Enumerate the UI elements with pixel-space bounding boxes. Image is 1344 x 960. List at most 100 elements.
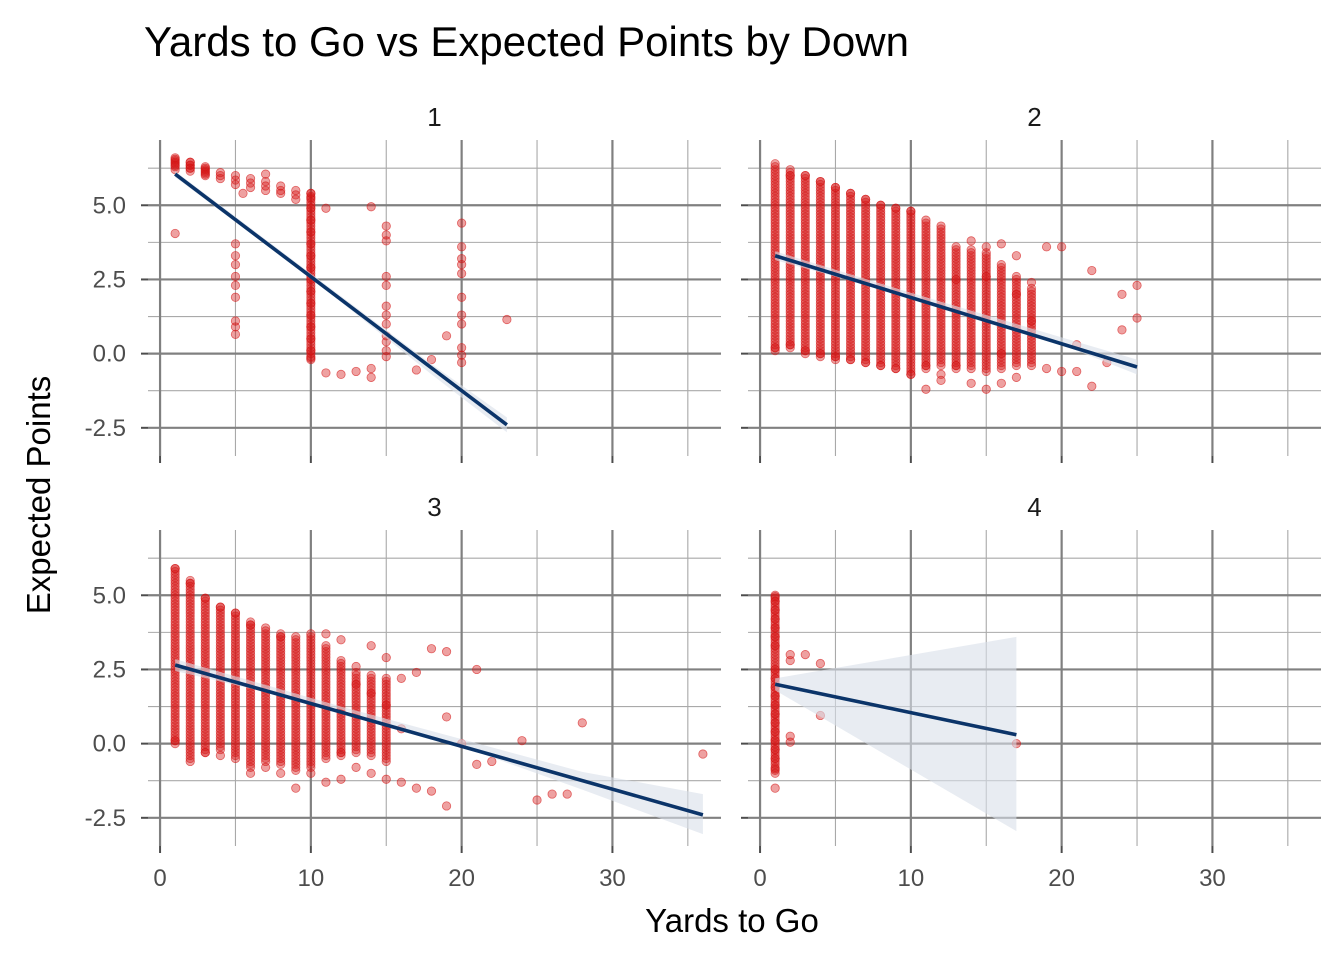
data-point [170,160,180,170]
data-point [1072,366,1082,377]
panel-2: 2 [741,102,1321,463]
data-point [306,203,316,213]
y-tick-label: -2.5 [85,415,126,442]
data-point [457,350,467,360]
data-point [230,271,241,282]
data-point [185,163,195,173]
data-point [770,691,780,701]
data-point [426,786,437,796]
data-point [1117,289,1127,299]
data-point [366,372,376,382]
data-point [170,566,180,577]
data-point [306,262,316,273]
data-point [1117,325,1127,335]
data-point [245,617,256,627]
panel-3: 30 10 20 30-2.50.02.55.0 [85,492,721,892]
data-point [230,608,241,618]
data-point [381,221,391,231]
facet-label-1: 1 [427,102,441,132]
y-tick-label: 2.5 [93,266,126,293]
data-point [457,357,467,368]
data-point [996,262,1006,273]
data-point [170,228,180,239]
data-point [261,169,271,179]
data-point [411,365,422,375]
data-point [215,605,225,615]
data-point [215,173,225,184]
data-point [306,193,316,203]
data-point [800,650,810,660]
data-point [306,346,316,356]
data-point [185,578,195,589]
trend-line [774,253,1138,369]
data-point [351,762,361,772]
data-point [876,203,886,213]
data-point [351,679,361,689]
x-tick-label: 10 [898,865,925,892]
x-tick-label: 10 [298,865,325,892]
data-point [336,747,346,758]
data-point [921,215,931,225]
data-point [441,712,452,722]
data-point [891,203,901,213]
data-point [876,200,886,210]
data-point [785,340,795,350]
data-point [800,173,810,184]
data-point [366,768,376,778]
data-point [845,354,856,365]
data-point [306,629,316,639]
data-point [230,322,241,332]
trend-line [774,682,1017,737]
data-point [306,310,316,320]
data-point [966,248,976,258]
data-point [1057,242,1067,252]
data-point [336,658,346,669]
data-point [770,632,780,642]
data-point [351,661,361,672]
data-point [770,641,780,651]
data-point [815,176,825,187]
data-point [306,298,316,308]
data-point [996,260,1006,270]
data-point [1041,363,1052,374]
data-point [321,641,331,651]
data-point [321,629,331,639]
x-tick-label: 0 [153,865,166,892]
data-point [1132,313,1142,323]
data-point [547,789,557,799]
data-point [366,670,376,680]
data-point [785,171,795,181]
data-point [276,768,286,778]
data-point [441,331,452,341]
data-point [785,737,795,747]
data-point [426,644,437,654]
data-point [815,179,825,190]
data-point [770,736,780,746]
points-group [770,590,1022,793]
data-point [381,271,391,282]
data-point [830,352,841,362]
panel-4: 4 0 10 20 30 [741,492,1321,892]
data-point [770,783,780,793]
data-point [170,157,180,167]
panel-1: 1 -2.5 0.0 2.5 5.0 [85,102,721,463]
data-point [261,626,271,636]
data-point [770,664,780,675]
data-point [800,346,810,356]
data-point [306,215,316,225]
data-point [261,623,271,633]
data-point [396,673,406,683]
data-point [770,727,780,737]
chart-title: Yards to Go vs Expected Points by Down [144,18,909,65]
data-point [1026,360,1037,371]
data-point [276,188,286,199]
data-point [245,182,256,193]
data-point [276,629,286,639]
data-point [457,343,467,353]
data-point [238,188,248,199]
points-group [170,153,512,382]
data-point [457,310,467,320]
data-point [1011,251,1022,261]
data-point [366,641,376,651]
